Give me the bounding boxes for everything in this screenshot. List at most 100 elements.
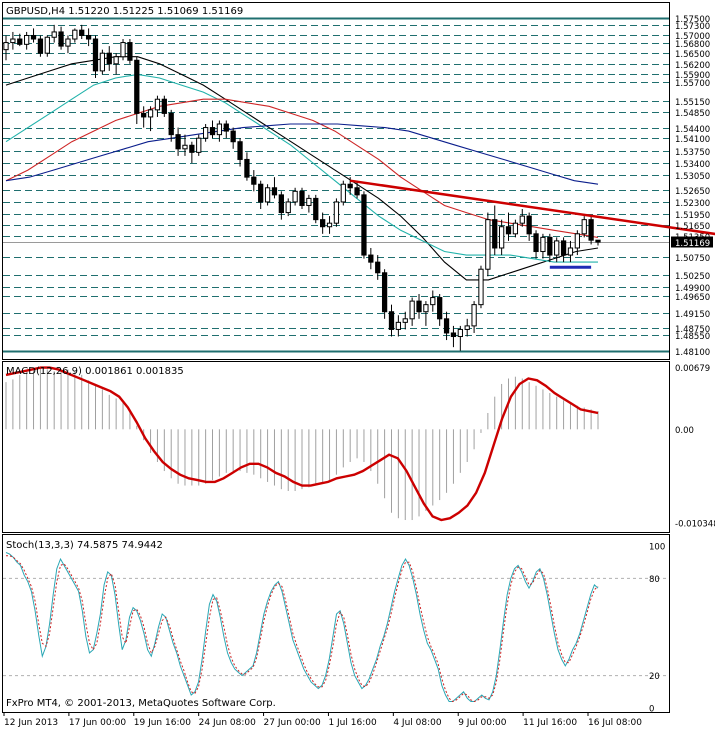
candle-body	[24, 34, 30, 45]
candle-body	[65, 38, 71, 47]
price-tick-label: 1.48550	[675, 332, 710, 342]
candle-body	[547, 236, 553, 256]
candle-body	[588, 219, 594, 241]
time-tick-label: 4 Jul 08:00	[393, 718, 442, 728]
candle-body	[209, 127, 216, 136]
candle-body	[17, 38, 23, 45]
candle-body	[264, 187, 271, 203]
stoch-tick-label: 20	[649, 672, 660, 682]
moving-average-line	[5, 123, 599, 185]
stoch-plot	[3, 552, 669, 703]
time-axis: 12 Jun 2013 17 Jun 00:00 19 Jun 16:00 24 Ju…	[3, 712, 642, 728]
macd-axis: 0.00679 0.00 -0.010348	[675, 364, 715, 529]
candle-body	[127, 42, 133, 61]
price-tick-label: 1.53050	[675, 172, 710, 182]
price-tick-label: 1.49650	[675, 293, 710, 303]
candle-body	[161, 98, 167, 114]
candle-body	[326, 222, 333, 228]
price-grid	[3, 17, 669, 353]
trend-line	[350, 179, 715, 236]
candle-body	[340, 183, 346, 203]
candle-body	[533, 233, 539, 253]
candle-body	[202, 127, 209, 139]
candle-body	[175, 134, 181, 150]
price-tick-label: 1.54850	[675, 109, 710, 119]
candle-body	[464, 325, 470, 330]
price-tick-label: 1.54400	[675, 125, 710, 135]
price-tick-label: 1.52650	[675, 187, 710, 197]
candle-body	[189, 144, 195, 153]
candle-body	[320, 219, 326, 228]
stoch-axis: 100 80 20 0	[649, 543, 665, 715]
price-tick-label: 1.49150	[675, 310, 710, 320]
candle-body	[567, 247, 574, 256]
candle-body	[134, 59, 140, 114]
candle-body	[354, 187, 360, 196]
candle-body	[368, 254, 374, 263]
candle-body	[437, 297, 443, 320]
price-tick-label: 1.57300	[675, 22, 710, 32]
candle-body	[58, 31, 64, 47]
candle-body	[72, 29, 78, 40]
candle-body	[554, 240, 560, 256]
candle-body	[430, 297, 436, 306]
candle-body	[498, 226, 505, 249]
candle-body	[313, 197, 319, 221]
candle-body	[30, 34, 37, 40]
macd-signal-line	[5, 366, 599, 522]
candle-body	[278, 194, 284, 214]
time-tick-label: 12 Jun 2013	[4, 718, 58, 728]
stoch-tick-label: 80	[649, 575, 660, 585]
candle-body	[79, 29, 85, 36]
candle-body	[285, 201, 291, 214]
time-tick-label: 24 Jun 08:00	[199, 718, 256, 728]
candle-body	[450, 332, 457, 338]
candle-body	[395, 321, 402, 330]
candle-body	[361, 194, 367, 256]
candle-body	[244, 158, 250, 178]
price-tick-label: 1.54100	[675, 135, 710, 145]
time-tick-label: 16 Jul 08:00	[588, 718, 642, 728]
candle-body	[154, 98, 161, 111]
candle-body	[251, 176, 257, 185]
candle-body	[216, 123, 223, 136]
candle-body	[182, 144, 188, 150]
candle-body	[416, 300, 422, 313]
candle-body	[168, 112, 174, 136]
macd-title: MACD(12,26,9) 0.001861 0.001835	[6, 366, 184, 377]
candle-body	[519, 215, 525, 224]
candle-body	[113, 56, 119, 65]
candle-body	[3, 42, 9, 51]
candle-body	[271, 187, 278, 196]
candle-body	[237, 141, 243, 160]
candle-body	[37, 38, 44, 54]
macd-tick-label: -0.010348	[675, 520, 715, 530]
price-tick-label: 1.53400	[675, 160, 710, 170]
candle-body	[258, 183, 264, 203]
candle-body	[471, 304, 477, 327]
time-tick-label: 27 Jun 00:00	[264, 718, 321, 728]
price-tick-label: 1.55900	[675, 71, 710, 81]
price-candles	[3, 24, 601, 351]
candle-body	[306, 197, 312, 206]
candle-body	[147, 109, 154, 118]
price-tick-label: 1.50250	[675, 272, 710, 282]
moving-average-line	[5, 98, 599, 238]
macd-tick-label: 0.00	[675, 426, 694, 436]
price-axis: 1.575001.573001.570001.568001.565001.562…	[671, 15, 713, 358]
candle-body	[230, 130, 236, 143]
candle-body	[223, 123, 229, 132]
price-tick-label: 1.56200	[675, 61, 710, 71]
candle-body	[196, 137, 202, 153]
price-tick-label: 1.51950	[675, 211, 710, 221]
price-tick-label: 1.49900	[675, 284, 710, 294]
price-tick-label: 1.48750	[675, 325, 710, 335]
candle-body	[381, 272, 388, 313]
candle-body	[492, 219, 498, 249]
price-tick-label: 1.55150	[675, 98, 710, 108]
candle-body	[485, 219, 491, 270]
candle-body	[478, 268, 484, 306]
candle-body	[92, 38, 99, 72]
